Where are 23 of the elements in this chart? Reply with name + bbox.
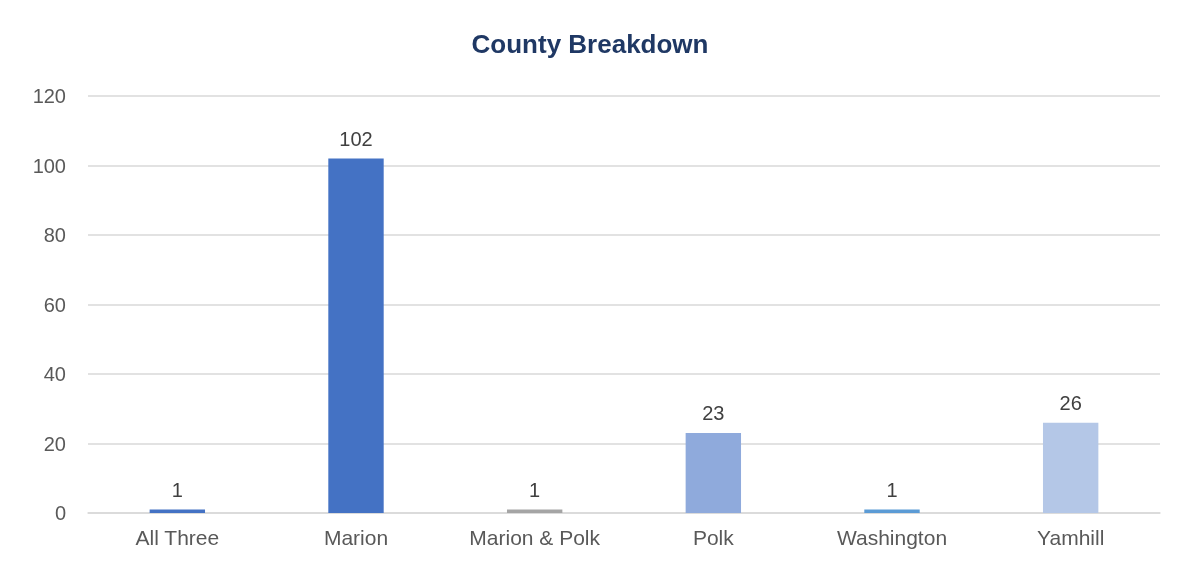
- x-tick-label: All Three: [135, 526, 220, 549]
- x-tick-label: Washington: [836, 526, 948, 549]
- x-tick-label: Marion: [323, 526, 389, 549]
- y-tick-label: 40: [43, 363, 66, 385]
- data-label: 1: [171, 478, 183, 501]
- y-tick-label: 120: [32, 85, 66, 107]
- y-tick-label: 60: [43, 293, 66, 316]
- y-tick-label: 20: [43, 432, 66, 455]
- bar: [328, 158, 384, 513]
- x-tick-label: Marion & Polk: [469, 526, 601, 549]
- bar: [685, 433, 742, 513]
- y-tick-label: 80: [43, 224, 66, 246]
- chart-title: County Breakdown: [471, 29, 709, 59]
- y-tick-label: 0: [54, 502, 66, 524]
- x-tick-label: Polk: [692, 526, 735, 549]
- x-tick-label: Yamhill: [1037, 526, 1105, 549]
- data-label: 1: [886, 478, 898, 501]
- data-label: 23: [702, 402, 725, 425]
- data-label: 1: [529, 478, 541, 501]
- bar: [1042, 422, 1099, 513]
- data-label: 26: [1059, 391, 1082, 414]
- y-tick-label: 100: [32, 154, 66, 177]
- data-label: 102: [339, 127, 373, 150]
